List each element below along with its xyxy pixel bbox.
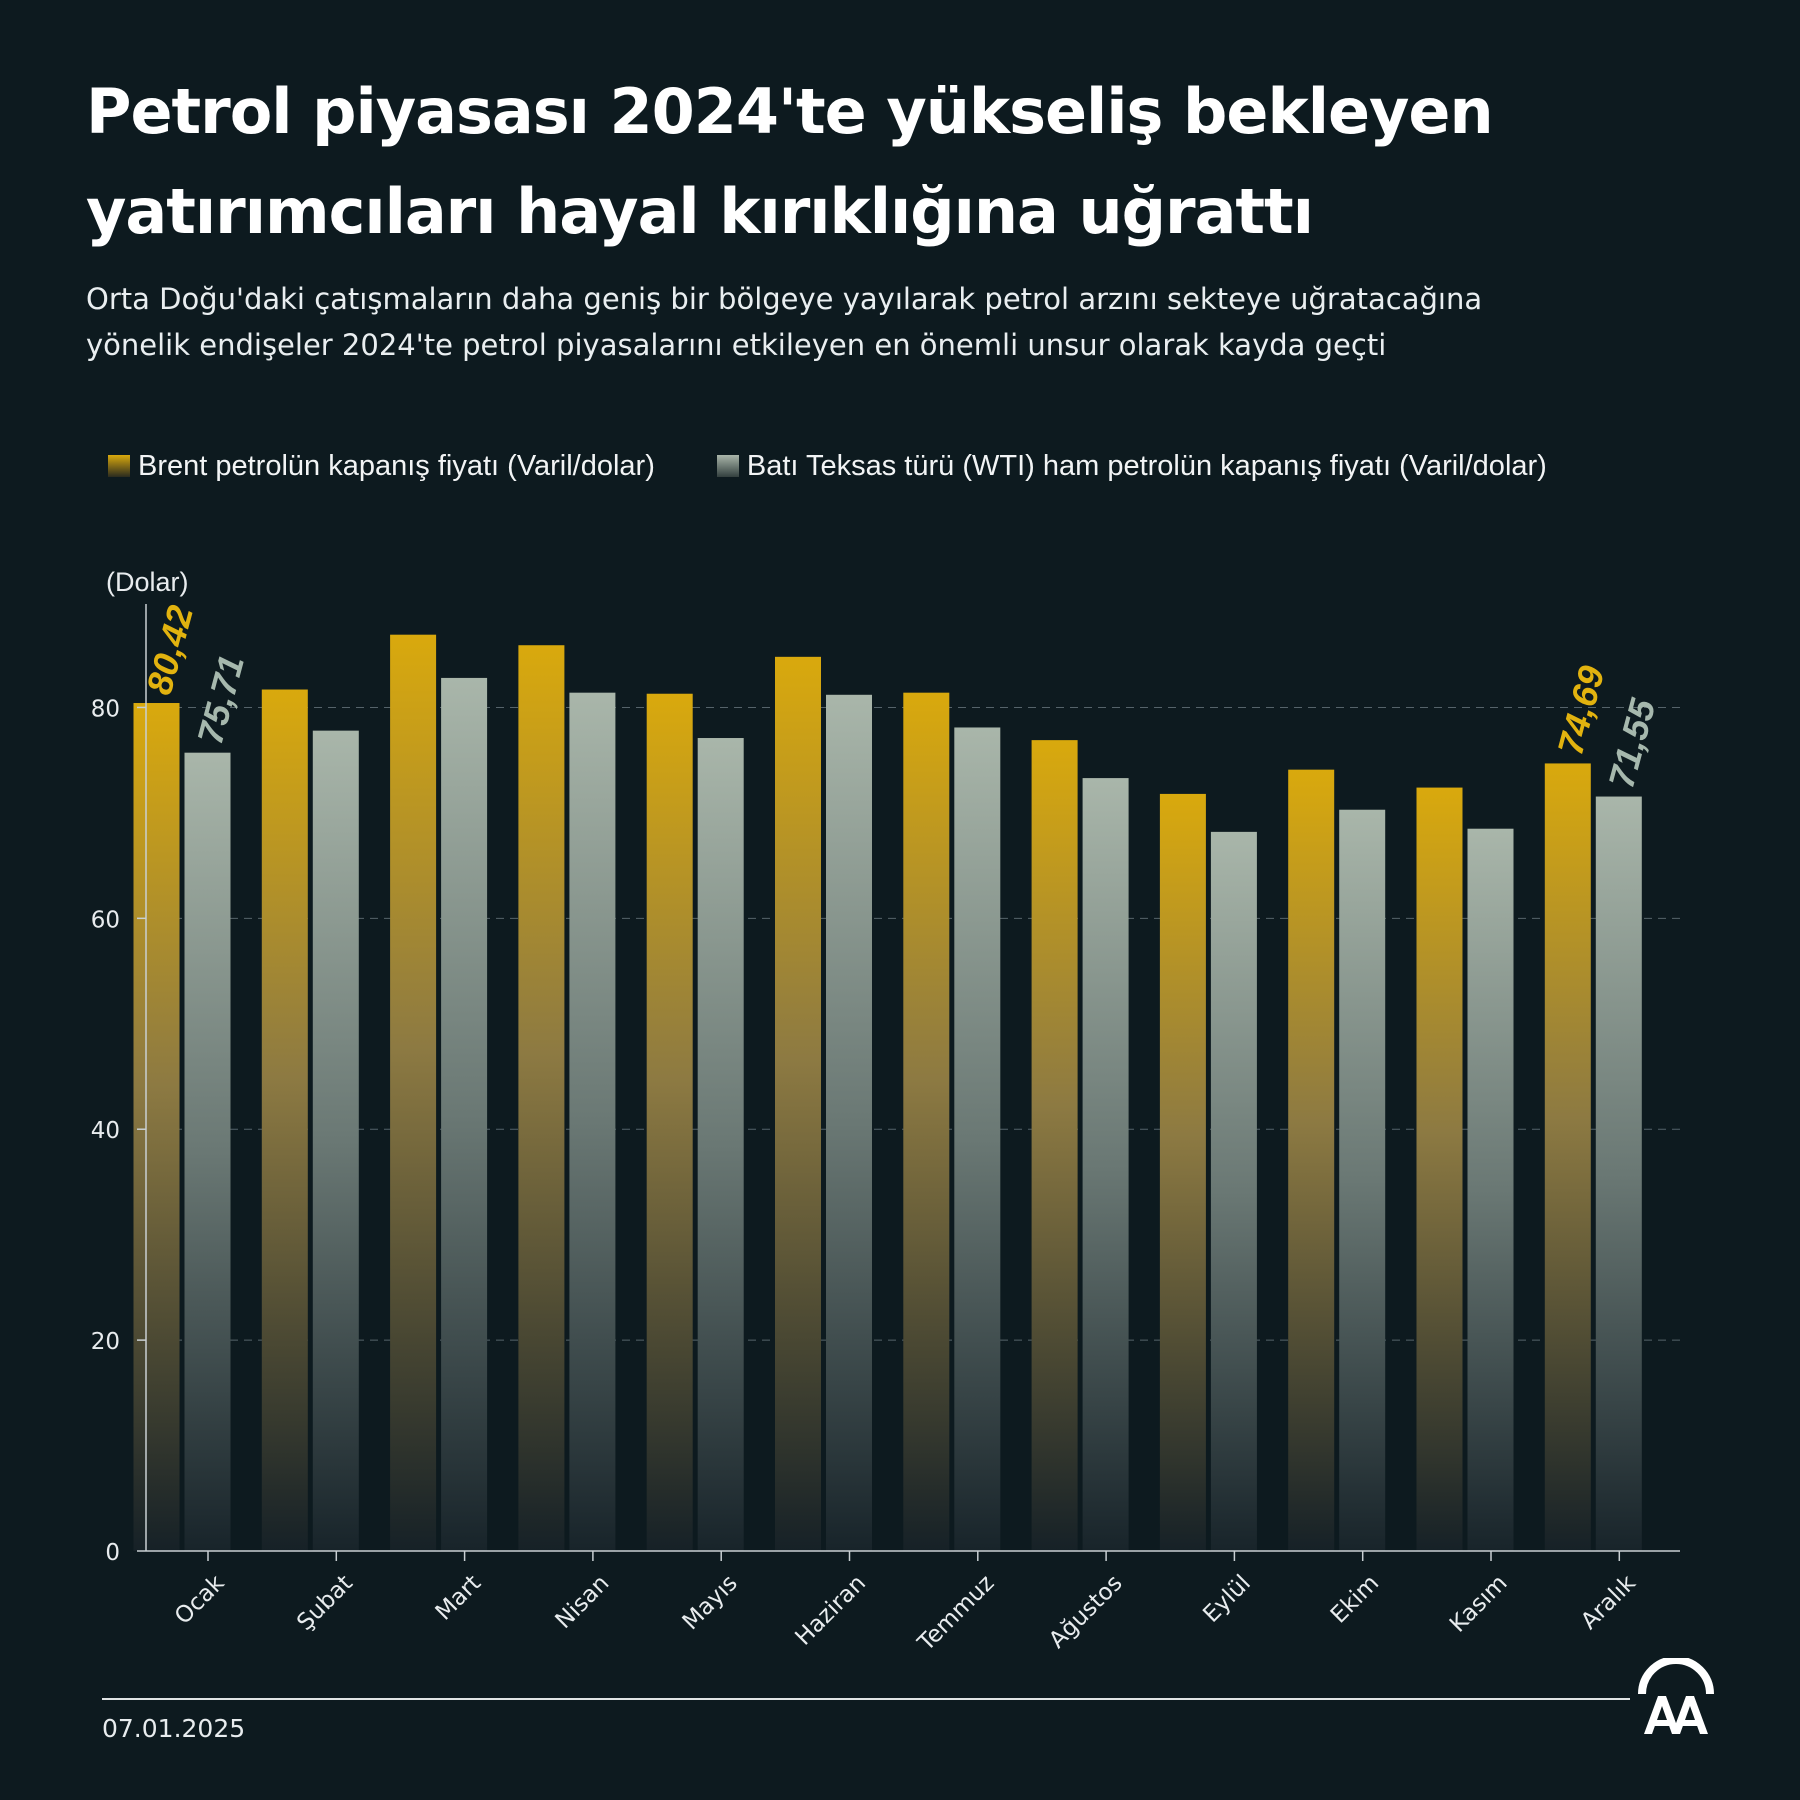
x-tick-label: Ocak xyxy=(170,1570,230,1630)
bar-wti xyxy=(184,752,231,1551)
x-tick-label: Haziran xyxy=(790,1570,871,1651)
bar-wti xyxy=(441,677,488,1551)
y-tick-label: 40 xyxy=(91,1118,120,1144)
x-tick-label: Ekim xyxy=(1326,1570,1384,1628)
y-axis-label: (Dolar) xyxy=(106,567,189,597)
value-label: 75,71 xyxy=(189,651,252,749)
chart-legend: Brent petrolün kapanış fiyatı (Varil/dol… xyxy=(108,446,1609,486)
bar-wti xyxy=(1210,831,1257,1551)
page-title: Petrol piyasası 2024'te yükseliş bekleye… xyxy=(86,62,1726,262)
title-line-1: Petrol piyasası 2024'te yükseliş bekleye… xyxy=(86,75,1494,148)
bar-brent xyxy=(390,634,437,1551)
x-tick-label: Mart xyxy=(431,1570,486,1625)
y-tick-label: 20 xyxy=(91,1329,120,1355)
y-tick-label: 60 xyxy=(91,907,120,933)
y-tick-label: 0 xyxy=(105,1540,120,1566)
publish-date: 07.01.2025 xyxy=(102,1714,246,1743)
bar-brent xyxy=(261,689,308,1551)
legend-swatch-wti xyxy=(716,455,739,477)
bar-brent xyxy=(133,703,180,1551)
legend-swatch-brent xyxy=(108,455,130,477)
bar-brent xyxy=(903,692,950,1551)
bar-brent xyxy=(1288,769,1335,1551)
x-tick-label: Temmuz xyxy=(913,1570,1000,1657)
title-line-2: yatırımcıları hayal kırıklığına uğrattı xyxy=(86,175,1314,248)
x-tick-label: Nisan xyxy=(551,1570,615,1634)
legend-item-brent: Brent petrolün kapanış fiyatı (Varil/dol… xyxy=(108,450,655,483)
bars xyxy=(133,634,1642,1551)
bar-wti xyxy=(954,727,1001,1551)
x-tick-label: Ağustos xyxy=(1044,1570,1127,1653)
x-tick-label: Aralık xyxy=(1576,1570,1641,1635)
value-label: 71,55 xyxy=(1600,694,1663,793)
value-label: 74,69 xyxy=(1549,661,1612,759)
x-tick-label: Mayıs xyxy=(678,1570,743,1635)
legend-label-brent: Brent petrolün kapanış fiyatı (Varil/dol… xyxy=(138,449,655,482)
y-tick-label: 80 xyxy=(91,696,120,722)
bar-wti xyxy=(1595,796,1642,1551)
legend-label-wti: Batı Teksas türü (WTI) ham petrolün kapa… xyxy=(746,449,1547,482)
legend-item-wti: Batı Teksas türü (WTI) ham petrolün kapa… xyxy=(716,449,1547,483)
value-label: 80,42 xyxy=(138,601,201,699)
bar-wti xyxy=(1339,809,1386,1551)
subtitle: Orta Doğu'daki çatışmaların daha geniş b… xyxy=(86,276,1746,368)
bar-wti xyxy=(826,694,872,1551)
bar-wti xyxy=(697,738,744,1551)
bar-brent xyxy=(1544,763,1591,1551)
subtitle-line-2: yönelik endişeler 2024'te petrol piyasal… xyxy=(86,328,1387,362)
bar-brent xyxy=(1416,787,1463,1551)
x-tick-label: Eylül xyxy=(1198,1570,1256,1628)
bar-brent xyxy=(775,656,821,1551)
bar-wti xyxy=(1467,828,1514,1551)
bar-wti xyxy=(569,692,616,1551)
aa-logo xyxy=(1638,1658,1714,1734)
bar-brent xyxy=(1031,740,1078,1551)
bar-wti xyxy=(1082,778,1129,1551)
bar-brent xyxy=(518,645,565,1551)
footer-divider xyxy=(102,1698,1630,1700)
x-tick-label: Şubat xyxy=(292,1570,358,1636)
bar-brent xyxy=(646,693,693,1551)
bar-wti xyxy=(312,730,359,1551)
x-tick-label: Kasım xyxy=(1445,1570,1513,1638)
subtitle-line-1: Orta Doğu'daki çatışmaların daha geniş b… xyxy=(86,282,1483,316)
bar-brent xyxy=(1159,793,1206,1551)
